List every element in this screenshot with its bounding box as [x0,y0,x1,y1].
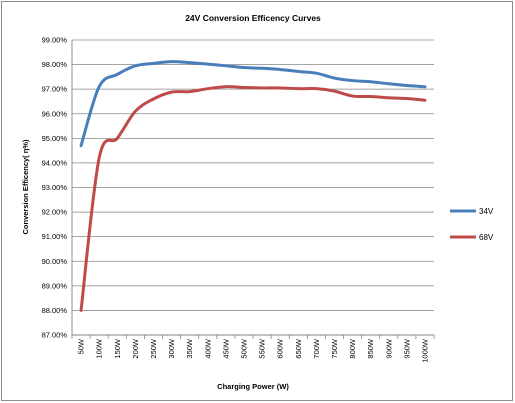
x-tick-label: 500W [239,338,248,359]
y-tick-label: 97.00% [42,85,68,94]
x-tick-label: 550W [258,338,267,359]
y-axis-ticks: 87.00% 88.00% 89.00% 90.00% 91.00% 92.00% 93.0… [42,36,68,340]
series-lines [79,60,427,312]
x-tick-label: 650W [294,338,303,359]
x-tick-label: 800W [348,338,357,359]
series-line-68V [79,85,427,312]
x-tick-label: 750W [330,338,339,359]
x-tick-label: 400W [203,338,212,359]
y-tick-label: 95.00% [42,134,68,143]
y-tick-label: 88.00% [42,306,68,315]
x-tick-label: 950W [402,338,411,359]
y-tick-label: 94.00% [42,158,68,167]
y-tick-label: 90.00% [42,257,68,266]
x-tick-label: 250W [149,338,158,359]
y-axis-label: Conversion Efficency( η%) [21,139,30,235]
x-axis-label: Charging Power (W) [217,382,289,391]
x-tick-label: 450W [221,338,230,359]
legend-label-34V: 34V [479,207,494,216]
series-line-34V [79,60,427,148]
y-tick-label: 98.00% [42,60,68,69]
x-tick-label: 100W [95,338,104,359]
x-tick-label: 700W [312,338,321,359]
x-tick-label: 850W [366,338,375,359]
y-tick-label: 89.00% [42,281,68,290]
y-tick-label: 91.00% [42,232,68,241]
x-tick-label: 600W [276,338,285,359]
y-tick-label: 96.00% [42,109,68,118]
chart-title: 24V Conversion Efficency Curves [185,13,321,23]
x-tick-label: 900W [384,338,393,359]
legend: 34V 68V [450,207,494,242]
x-tick-label: 150W [113,338,122,359]
x-axis-ticks: 50W 100W 150W 200W 250W 300W 350W 400W 450W 500W 5… [71,335,435,363]
legend-label-68V: 68V [479,233,494,242]
x-tick-label: 350W [185,338,194,359]
y-tick-label: 87.00% [42,331,68,340]
x-tick-label: 1000W [420,338,429,363]
x-tick-label: 50W [77,338,86,354]
y-tick-label: 92.00% [42,208,68,217]
x-tick-label: 300W [167,338,176,359]
y-tick-label: 93.00% [42,183,68,192]
x-tick-label: 200W [131,338,140,359]
y-tick-label: 99.00% [42,36,68,45]
